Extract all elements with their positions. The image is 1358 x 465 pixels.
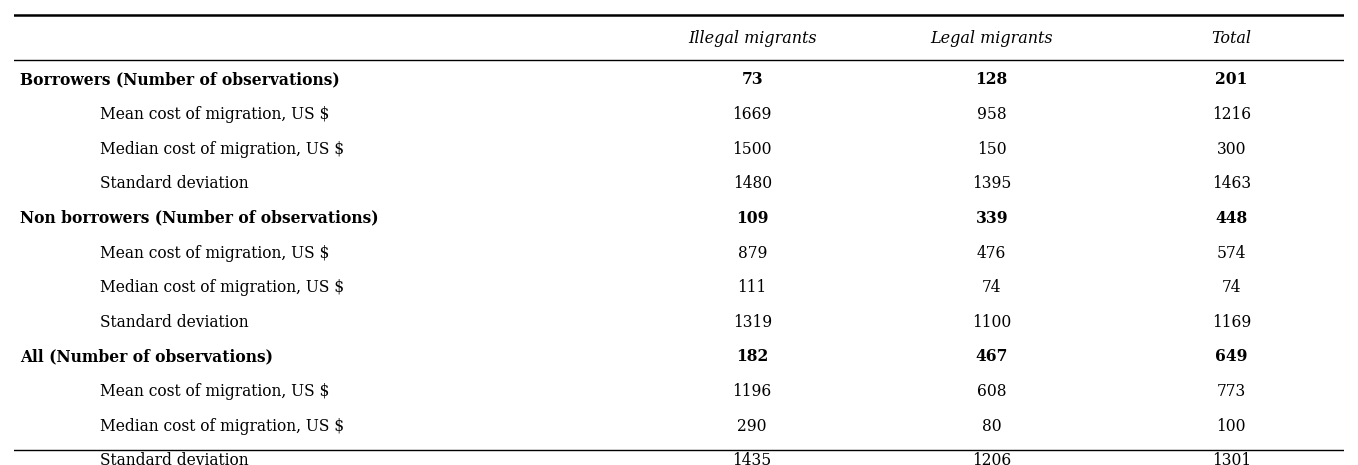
Text: Standard deviation: Standard deviation [100,175,249,192]
Text: Median cost of migration, US $: Median cost of migration, US $ [100,279,344,296]
Text: 1216: 1216 [1211,106,1251,123]
Text: 80: 80 [982,418,1002,435]
Text: Mean cost of migration, US $: Mean cost of migration, US $ [100,383,330,400]
Text: 1206: 1206 [972,452,1012,465]
Text: 100: 100 [1217,418,1247,435]
Text: Median cost of migration, US $: Median cost of migration, US $ [100,418,344,435]
Text: 1196: 1196 [732,383,771,400]
Text: 467: 467 [975,348,1008,365]
Text: Standard deviation: Standard deviation [100,452,249,465]
Text: 574: 574 [1217,245,1247,261]
Text: Borrowers (Number of observations): Borrowers (Number of observations) [20,71,340,88]
Text: 182: 182 [736,348,769,365]
Text: 1463: 1463 [1211,175,1251,192]
Text: 1435: 1435 [732,452,771,465]
Text: 649: 649 [1215,348,1248,365]
Text: 73: 73 [741,71,763,88]
Text: 476: 476 [976,245,1006,261]
Text: 339: 339 [975,210,1008,227]
Text: 111: 111 [737,279,767,296]
Text: Illegal migrants: Illegal migrants [689,30,816,47]
Text: 1669: 1669 [732,106,771,123]
Text: 290: 290 [737,418,767,435]
Text: 879: 879 [737,245,767,261]
Text: 1395: 1395 [972,175,1012,192]
Text: 448: 448 [1215,210,1248,227]
Text: 1500: 1500 [732,140,771,158]
Text: 74: 74 [982,279,1001,296]
Text: 1319: 1319 [732,314,771,331]
Text: 958: 958 [976,106,1006,123]
Text: Standard deviation: Standard deviation [100,314,249,331]
Text: 773: 773 [1217,383,1245,400]
Text: 300: 300 [1217,140,1247,158]
Text: 150: 150 [976,140,1006,158]
Text: Total: Total [1211,30,1251,47]
Text: 74: 74 [1222,279,1241,296]
Text: 1169: 1169 [1211,314,1251,331]
Text: Mean cost of migration, US $: Mean cost of migration, US $ [100,106,330,123]
Text: Legal migrants: Legal migrants [930,30,1052,47]
Text: 608: 608 [976,383,1006,400]
Text: 109: 109 [736,210,769,227]
Text: Mean cost of migration, US $: Mean cost of migration, US $ [100,245,330,261]
Text: Median cost of migration, US $: Median cost of migration, US $ [100,140,344,158]
Text: 1480: 1480 [732,175,771,192]
Text: 128: 128 [975,71,1008,88]
Text: Non borrowers (Number of observations): Non borrowers (Number of observations) [20,210,379,227]
Text: 1301: 1301 [1211,452,1251,465]
Text: 1100: 1100 [972,314,1012,331]
Text: 201: 201 [1215,71,1248,88]
Text: All (Number of observations): All (Number of observations) [20,348,273,365]
